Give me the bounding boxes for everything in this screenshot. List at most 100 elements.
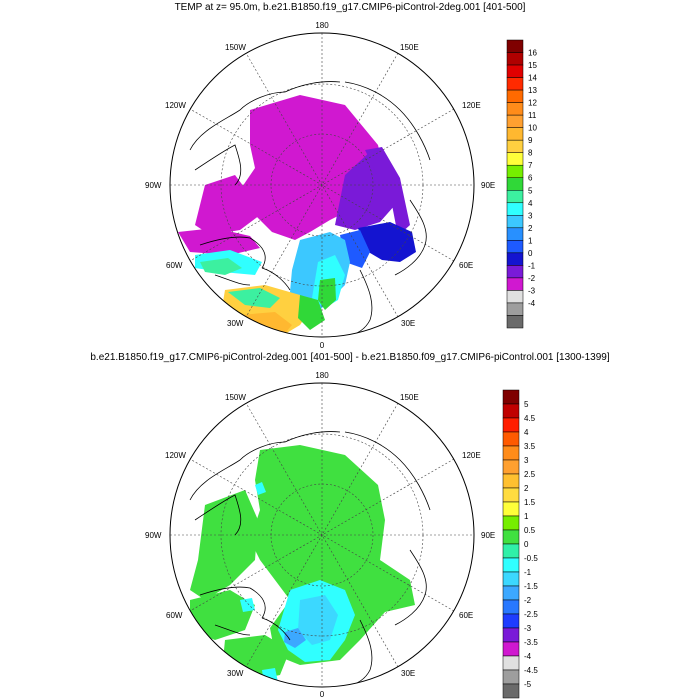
bottom-colorbar-swatch (502, 501, 520, 517)
top-colorbar-label: 4 (528, 199, 533, 208)
top-lon-label-30e: 30E (401, 319, 415, 328)
bottom-map-field (190, 445, 415, 684)
top-colorbar-swatch (506, 290, 524, 304)
bottom-colorbar-label: 0.5 (524, 526, 536, 535)
bottom-colorbar-swatch (502, 655, 520, 671)
bottom-map-boundary (169, 382, 475, 688)
bottom-colorbar-swatch (502, 543, 520, 559)
bottom-colorbar-label: -1 (524, 568, 532, 577)
top-colorbar-swatch (506, 202, 524, 216)
top-lon-label-90e: 90E (481, 181, 495, 190)
top-colorbar-label: -4 (528, 299, 536, 308)
bottom-colorbar-label: 3 (524, 456, 529, 465)
bottom-lon-label-90e: 90E (481, 531, 495, 540)
top-colorbar-swatch (506, 164, 524, 178)
top-colorbar-swatch (506, 114, 524, 128)
bottom-lon-label-0: 0 (320, 690, 325, 699)
bottom-colorbar-swatch (502, 459, 520, 475)
bottom-colorbar-swatch (502, 389, 520, 405)
bottom-colorbar-label: -4.5 (524, 666, 538, 675)
top-lon-label-60e: 60E (459, 261, 473, 270)
top-lon-label-180: 180 (315, 21, 329, 30)
top-colorbar-swatch (506, 39, 524, 53)
bottom-colorbar-label: -5 (524, 680, 532, 689)
top-colorbar-swatch (506, 227, 524, 241)
top-colorbar-label: 15 (528, 61, 537, 70)
bottom-colorbar-label: -3 (524, 624, 532, 633)
bottom-colorbar-swatch (502, 683, 520, 699)
top-colorbar-label: 12 (528, 99, 537, 108)
top-map-lon-labels: 180 150E 120E 90E 60E 30E 0 30W 60W 90W … (145, 21, 495, 350)
top-colorbar-swatch (506, 177, 524, 191)
bottom-colorbar-swatch (502, 599, 520, 615)
top-colorbar-swatch (506, 252, 524, 266)
top-colorbar-label: 9 (528, 136, 533, 145)
top-colorbar-label: 10 (528, 124, 537, 133)
top-lon-label-90w: 90W (145, 181, 162, 190)
bottom-colorbar: 5 4.5 4 3.5 3 2.5 2 1.5 1 0.5 0 -0.5 -1 -1.5 -2 -2.5 -3 -… (502, 389, 538, 699)
bottom-colorbar-label: 2 (524, 484, 529, 493)
top-colorbar-label: -1 (528, 261, 536, 270)
top-colorbar-swatch (506, 89, 524, 103)
top-lon-label-150e: 150E (400, 43, 419, 52)
bottom-lon-label-90w: 90W (145, 531, 162, 540)
top-colorbar-swatch (506, 315, 524, 329)
bottom-lon-label-180: 180 (315, 371, 329, 380)
top-lon-label-120e: 120E (462, 101, 481, 110)
top-colorbar-swatch (506, 190, 524, 204)
top-colorbar-swatch (506, 152, 524, 166)
bottom-panel-title: b.e21.B1850.f19_g17.CMIP6-piControl-2deg… (90, 352, 610, 363)
top-colorbar-swatch (506, 77, 524, 91)
bottom-colorbar-swatch (502, 571, 520, 587)
top-colorbar-swatch (506, 215, 524, 229)
bottom-colorbar-swatch (502, 417, 520, 433)
bottom-colorbar-label: 4 (524, 428, 529, 437)
top-colorbar-label: 6 (528, 174, 533, 183)
top-lon-label-0: 0 (320, 341, 325, 350)
bottom-colorbar-swatch (502, 515, 520, 531)
top-colorbar-swatch (506, 302, 524, 316)
bottom-colorbar-swatch (502, 431, 520, 447)
bottom-colorbar-label: -3.5 (524, 638, 538, 647)
top-colorbar-label: 11 (528, 111, 537, 120)
bottom-colorbar-label: 4.5 (524, 414, 536, 423)
bottom-colorbar-label: -2.5 (524, 610, 538, 619)
bottom-colorbar-label: 2.5 (524, 470, 536, 479)
bottom-colorbar-label: 1 (524, 512, 529, 521)
bottom-map-gridlines (170, 383, 474, 687)
top-colorbar-swatch (506, 265, 524, 279)
top-colorbar-label: 8 (528, 149, 533, 158)
top-colorbar-label: 0 (528, 249, 533, 258)
top-colorbar-label: -2 (528, 274, 536, 283)
top-colorbar-label: 16 (528, 49, 537, 58)
bottom-colorbar-label: 3.5 (524, 442, 536, 451)
top-lon-label-30w: 30W (227, 319, 244, 328)
bottom-lon-label-30e: 30E (401, 669, 415, 678)
bottom-colorbar-label: 5 (524, 400, 529, 409)
bottom-colorbar-swatch (502, 641, 520, 657)
bottom-map-coastlines (189, 431, 431, 687)
top-map-gridlines (170, 33, 474, 337)
top-colorbar-swatch (506, 52, 524, 66)
top-colorbar-swatch (506, 240, 524, 254)
top-map-field (178, 95, 416, 337)
bottom-colorbar-swatch (502, 487, 520, 503)
top-lon-label-60w: 60W (166, 261, 183, 270)
bottom-colorbar-swatch (502, 613, 520, 629)
bottom-colorbar-label: -2 (524, 596, 532, 605)
bottom-lon-label-150w: 150W (225, 393, 246, 402)
bottom-map: 180 150E 120E 90E 60E 30E 0 30W 60W 90W … (145, 371, 538, 699)
top-colorbar-label: 13 (528, 86, 537, 95)
bottom-colorbar-label: -1.5 (524, 582, 538, 591)
top-colorbar-label: 2 (528, 224, 533, 233)
top-map-boundary (169, 32, 475, 338)
top-colorbar-label: 3 (528, 211, 533, 220)
top-lon-label-120w: 120W (165, 101, 186, 110)
bottom-colorbar-label: 0 (524, 540, 529, 549)
bottom-colorbar-swatch (502, 403, 520, 419)
bottom-colorbar-swatch (502, 669, 520, 685)
bottom-colorbar-swatch (502, 445, 520, 461)
bottom-colorbar-swatch (502, 585, 520, 601)
